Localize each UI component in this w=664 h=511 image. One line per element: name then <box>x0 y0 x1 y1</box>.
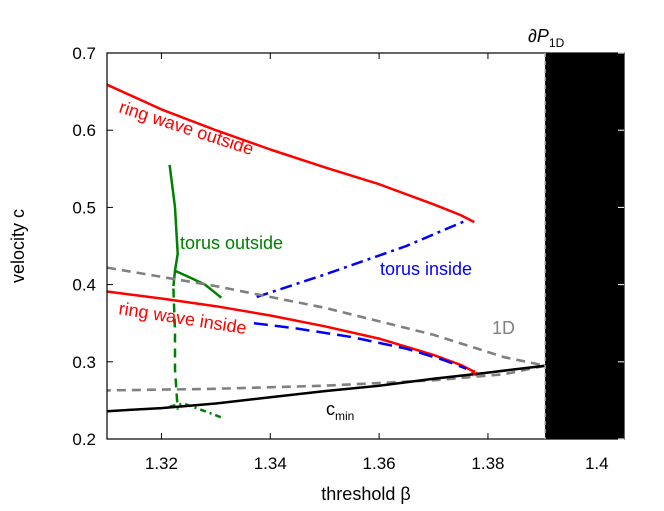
torus-outside-label: torus outside <box>180 233 283 253</box>
endpoint-asterisk: * <box>471 367 478 387</box>
c-min-main: c <box>326 399 335 419</box>
series-ring-wave-inside <box>106 290 475 373</box>
series-ring-wave-outside <box>106 83 475 224</box>
plot-frame <box>106 52 625 440</box>
boundary-sub: 1D <box>549 36 565 50</box>
one-d-label: 1D <box>492 318 515 338</box>
x-tick-label: 1.34 <box>254 454 287 473</box>
ring-wave-inside-label: ring wave inside <box>117 298 248 338</box>
boundary-label: ∂P1D <box>528 26 565 50</box>
series-one-d <box>106 266 547 392</box>
series-torus-outside-lower <box>172 288 179 410</box>
c-min-sub: min <box>335 409 354 423</box>
y-tick-label: 0.7 <box>72 44 96 63</box>
boundary-main: ∂P <box>528 26 549 46</box>
torus-inside-label: torus inside <box>380 259 472 279</box>
y-tick-label: 0.2 <box>72 430 96 449</box>
x-tick-label: 1.36 <box>363 454 396 473</box>
x-tick-label: 1.32 <box>145 454 178 473</box>
y-tick-label: 0.4 <box>72 276 96 295</box>
y-tick-label: 0.6 <box>72 121 96 140</box>
y-tick-label: 0.3 <box>72 353 96 372</box>
x-tick-label: 1.4 <box>585 454 609 473</box>
y-axis-label: velocity c <box>8 209 28 283</box>
x-tick-label: 1.38 <box>471 454 504 473</box>
ring-wave-outside-label: ring wave outside <box>117 97 256 159</box>
series-layer <box>106 83 547 419</box>
c-min-label: cmin <box>326 399 354 423</box>
series-torus-inside-upper <box>256 219 467 299</box>
series-torus-outside-branch <box>174 269 223 299</box>
plot-shaded-region <box>545 53 624 439</box>
x-axis-label: threshold β <box>321 484 410 504</box>
ticks-layer: 1.32 1.34 1.36 1.38 1.4 0.2 0.3 0.4 0.5 0.6 0.7 <box>72 44 624 473</box>
series-torus-outside-upper <box>168 164 179 287</box>
series-torus-inside-lower <box>253 321 467 370</box>
series-c-min <box>106 364 546 413</box>
y-tick-label: 0.5 <box>72 198 96 217</box>
